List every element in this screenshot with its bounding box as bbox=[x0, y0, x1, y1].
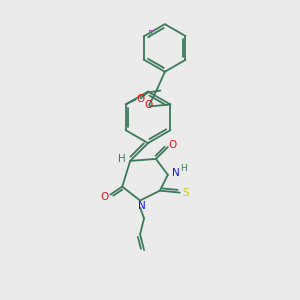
Text: F: F bbox=[148, 30, 154, 40]
Text: O: O bbox=[144, 100, 152, 110]
Text: S: S bbox=[182, 188, 189, 198]
Text: H: H bbox=[118, 154, 126, 164]
Text: O: O bbox=[136, 94, 145, 104]
Text: N: N bbox=[138, 202, 146, 212]
Text: N: N bbox=[172, 168, 180, 178]
Text: H: H bbox=[180, 164, 187, 173]
Text: O: O bbox=[100, 192, 109, 202]
Text: O: O bbox=[169, 140, 177, 150]
